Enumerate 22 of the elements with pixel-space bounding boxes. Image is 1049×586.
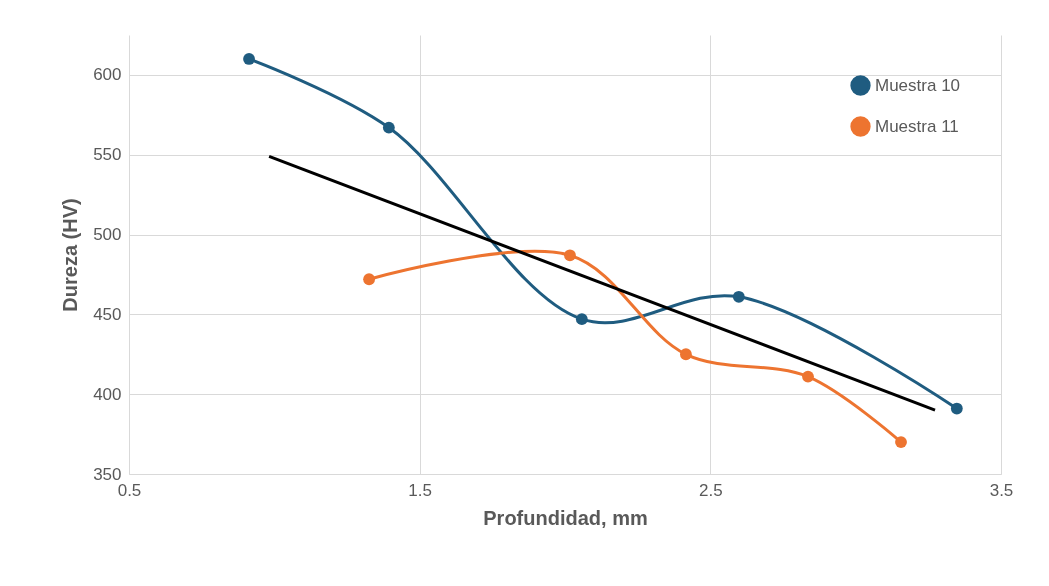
legend-label: Muestra 11 <box>875 116 959 136</box>
x-axis-title: Profundidad, mm <box>483 506 648 529</box>
y-tick-label: 550 <box>93 145 122 165</box>
point <box>732 290 745 303</box>
x-tick-label: 2.5 <box>699 480 723 500</box>
point <box>895 436 907 448</box>
x-tick-label: 1.5 <box>408 480 432 500</box>
point <box>363 273 376 286</box>
point <box>243 53 255 65</box>
y-tick-label: 600 <box>93 65 122 85</box>
point <box>950 402 963 415</box>
point <box>564 249 576 262</box>
x-tick-label: 3.5 <box>989 480 1014 500</box>
point <box>680 348 692 361</box>
point <box>802 370 814 383</box>
point <box>382 121 395 134</box>
y-tick-label: 400 <box>93 384 122 404</box>
y-tick-label: 450 <box>93 304 122 324</box>
y-tick-label: 500 <box>93 225 122 245</box>
point <box>575 313 588 326</box>
y-axis-title: Dureza (HV) <box>59 198 82 312</box>
legend-label: Muestra 10 <box>875 75 961 95</box>
